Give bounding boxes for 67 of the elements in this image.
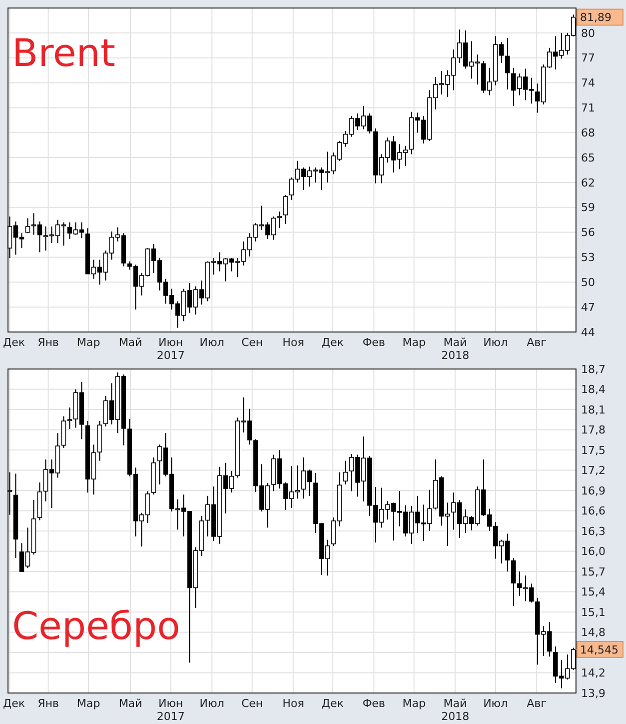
x-tick-label: Июл [200, 336, 224, 349]
text: Серебро [12, 604, 180, 648]
x-tick-label: Май 2018 [441, 697, 470, 723]
x-tick-label: Сен [241, 697, 263, 710]
y-tick-label: 80 [581, 26, 595, 40]
x-tick-label: Фев [362, 336, 386, 349]
y-tick-label: 68 [581, 126, 595, 140]
x-tick-label: Дек [2, 336, 26, 349]
y-tick-label: 15,7 [581, 565, 606, 578]
annotation: 81,89 [580, 11, 612, 24]
x-tick-label: Мар [76, 336, 100, 349]
y-tick-label: 16,9 [581, 484, 606, 498]
candlestick [277, 211, 282, 229]
x-tick-label: Ноя [282, 697, 304, 710]
y-tick-label: 17,2 [581, 464, 606, 478]
x-tick-label: Июл [483, 697, 508, 710]
y-tick-label: 17,8 [581, 424, 606, 437]
x-tick-label: Июн 2017 [156, 336, 185, 362]
candlestick [283, 194, 288, 224]
candlestick [25, 218, 30, 234]
y-tick-label: 77 [581, 52, 595, 65]
x-tick-label: Мар [402, 336, 426, 349]
annotation: 14,545 [580, 643, 618, 656]
text: Brent [12, 31, 116, 75]
candlestick [511, 558, 516, 606]
y-tick-label: 47 [581, 300, 595, 314]
x-tick-label: Дек [322, 336, 344, 349]
y-tick-label: 16,3 [581, 524, 606, 538]
y-tick-label: 16,0 [581, 545, 606, 558]
y-tick-label: 56 [581, 226, 595, 240]
x-tick-label: Авг [526, 336, 547, 349]
x-tick-label: Мар [76, 697, 100, 710]
y-tick-label: 14,8 [581, 626, 606, 640]
candlestick [343, 460, 348, 485]
y-tick-label: 71 [581, 102, 595, 115]
y-tick-label: 50 [581, 276, 595, 290]
y-tick-label: 18,4 [581, 383, 606, 396]
x-tick-label: Сен [241, 336, 263, 349]
y-tick-label: 44 [581, 326, 595, 339]
candlestick [505, 37, 510, 90]
y-tick-label: 53 [581, 251, 595, 264]
x-tick-label: Май 2018 [441, 336, 470, 362]
x-tick-label: Фев [362, 697, 386, 710]
y-tick-label: 65 [581, 151, 595, 164]
y-tick-label: 18,1 [581, 403, 606, 416]
x-tick-label: Ноя [282, 336, 304, 349]
x-tick-label: Июл [200, 697, 224, 710]
y-tick-label: 15,1 [581, 606, 606, 619]
y-tick-label: 17,5 [581, 444, 606, 457]
y-tick-label: 62 [581, 176, 595, 190]
x-tick-label: Янв [38, 697, 59, 710]
x-tick-label: Янв [38, 336, 59, 349]
x-tick-label: Дек [2, 697, 26, 710]
x-tick-label: Мар [402, 697, 426, 710]
y-tick-label: 74 [581, 76, 595, 90]
y-tick-label: 13,9 [581, 686, 606, 700]
x-tick-label: Дек [322, 697, 344, 710]
y-tick-label: 15,4 [581, 586, 606, 599]
x-tick-label: Июн 2017 [156, 697, 185, 723]
x-tick-label: Май [118, 336, 142, 349]
y-tick-label: 16,6 [581, 504, 606, 518]
y-tick-label: 14,2 [581, 666, 606, 680]
x-tick-label: Май [118, 697, 142, 710]
x-tick-label: Авг [526, 697, 547, 710]
y-tick-label: 18,7 [581, 362, 606, 376]
y-tick-label: 59 [581, 201, 595, 214]
x-tick-label: Июл [483, 336, 508, 349]
